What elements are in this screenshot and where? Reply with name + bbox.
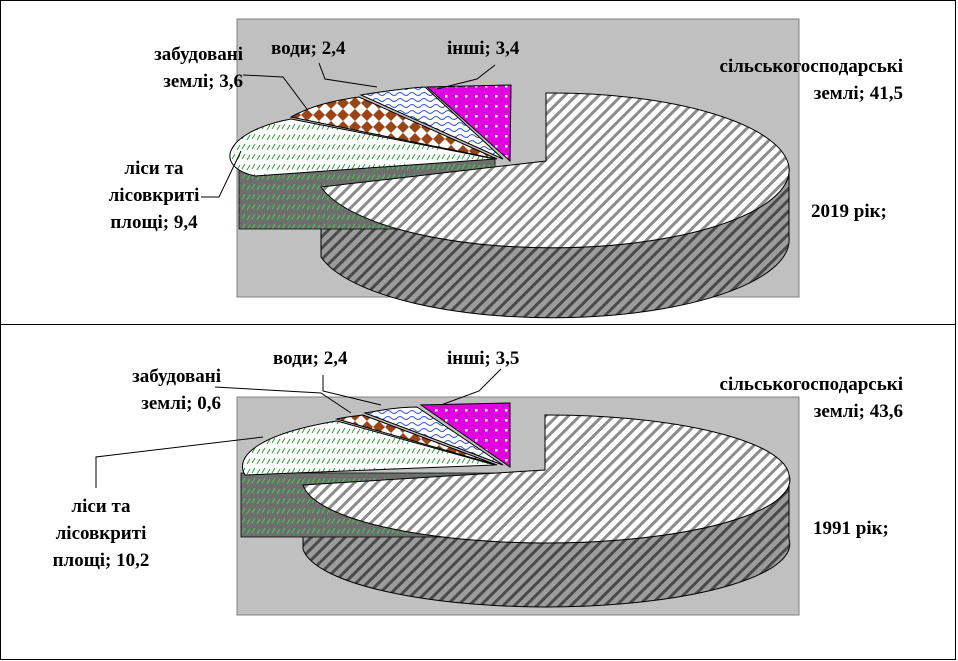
leader-built	[242, 74, 308, 110]
label-agri: сільськогосподарські землі; 43,6	[719, 374, 903, 422]
label-other: інші; 3,5	[447, 348, 520, 369]
label-water: води; 2,4	[273, 348, 348, 369]
slice-agri	[320, 92, 790, 249]
slice-water	[363, 406, 504, 466]
leader-forest	[95, 436, 264, 488]
slice-built	[289, 96, 498, 160]
slice-other	[419, 402, 511, 468]
leader-water	[322, 375, 382, 406]
label-built: забудовані землі; 3,6	[154, 44, 243, 92]
slice-other	[425, 84, 512, 163]
leader-forest	[201, 150, 242, 198]
label-forest: ліси та лісовкриті площі; 10,2	[52, 496, 150, 571]
label-other: інші; 3,4	[447, 38, 520, 59]
slice-forest	[229, 118, 496, 177]
pie-chart-1991	[95, 368, 800, 616]
leader-built	[214, 386, 352, 414]
leader-other	[440, 368, 502, 406]
label-built: забудовані землі; 0,6	[132, 366, 221, 414]
label-water: води; 2,4	[271, 38, 346, 59]
chart-title-1991: 1991 рік;	[813, 518, 889, 539]
chart-1991-frame: забудовані землі; 0,6 води; 2,4 інші; 3,5…	[0, 324, 956, 660]
chart-2019-frame: забудовані землі; 3,6 води; 2,4 інші; 3,4…	[0, 0, 956, 325]
label-agri: сільськогосподарські землі; 41,5	[719, 56, 903, 104]
slice-built	[335, 414, 498, 466]
chart-title-2019: 2019 рік;	[811, 201, 887, 222]
slice-water	[359, 86, 504, 160]
slice-agri	[302, 414, 791, 544]
leader-other	[436, 64, 496, 90]
pie-chart-2019	[201, 18, 800, 319]
label-forest: ліси та лісовкриті площі; 9,4	[108, 158, 200, 233]
slice-forest	[242, 420, 496, 476]
leader-water	[318, 62, 378, 88]
